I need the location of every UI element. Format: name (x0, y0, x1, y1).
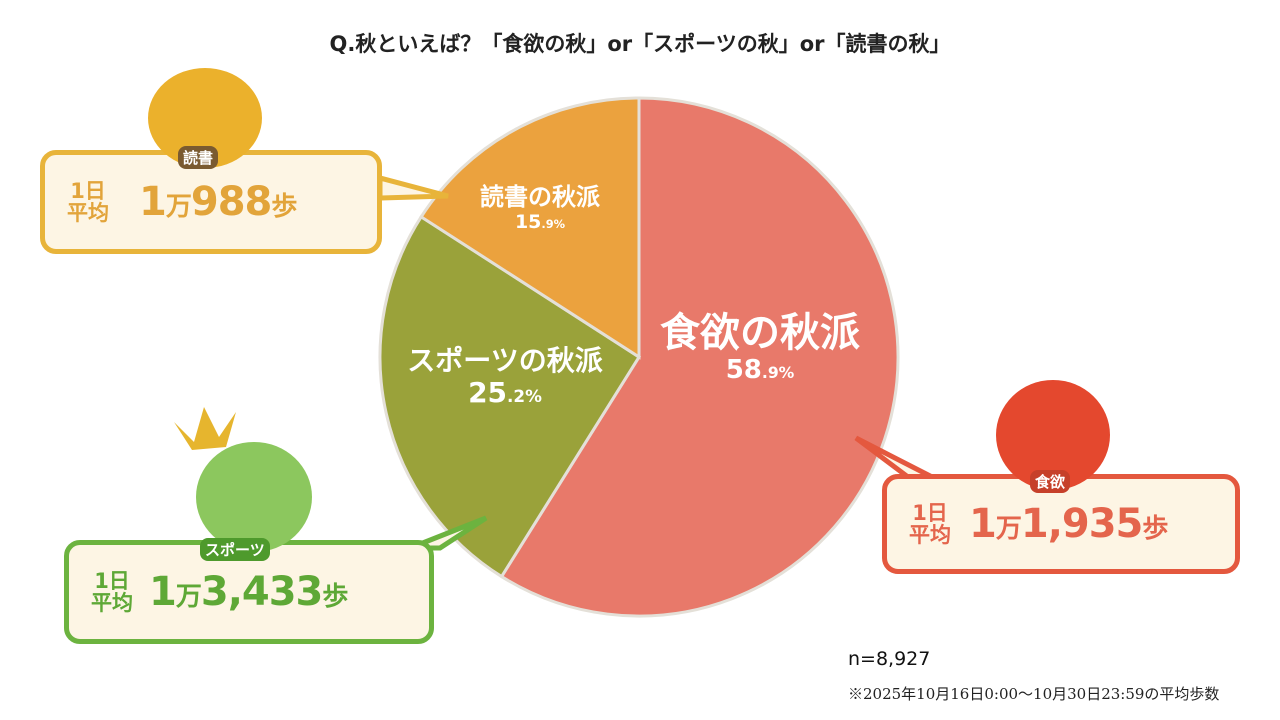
food-steps: 1万1,935歩 (969, 501, 1168, 547)
crown-icon (174, 407, 236, 450)
sports-steps: 1万3,433歩 (149, 569, 348, 615)
reading-pointer (377, 174, 449, 201)
reading-badge: 読書 (178, 146, 219, 169)
pie-slice-0 (499, 96, 900, 618)
food-avg-label: 1日 平均 (909, 500, 951, 547)
slice-label-sports: スポーツの秋派 25.2% (407, 344, 603, 410)
sports-avg-label: 1日 平均 (91, 568, 133, 615)
reading-avg-label: 1日 平均 (67, 178, 109, 225)
reading-steps: 1万988歩 (139, 179, 297, 225)
slice-label-food: 食欲の秋派 58.9% (660, 310, 860, 385)
footnote: ※2025年10月16日0:00～10月30日23:59の平均歩数 (848, 685, 1220, 703)
sports-badge: スポーツ (200, 538, 270, 561)
slice-label-reading: 読書の秋派 15.9% (480, 183, 600, 233)
food-badge: 食欲 (1030, 470, 1071, 493)
sports-otter-avatar (196, 442, 312, 552)
reading-callout: 1日 平均 1万988歩 (40, 150, 382, 254)
pie-slice-1 (378, 214, 642, 579)
sample-size: n=8,927 (848, 648, 931, 670)
chart-title: Q.秋といえば？「食欲の秋」or「スポーツの秋」or「読書の秋」 (329, 32, 951, 56)
